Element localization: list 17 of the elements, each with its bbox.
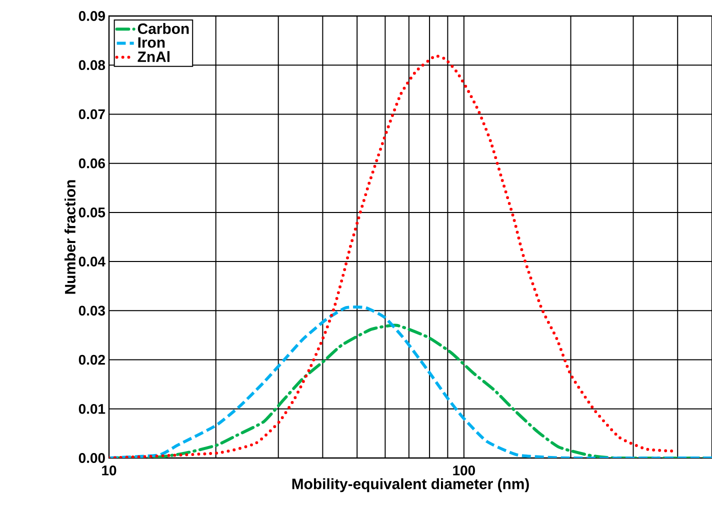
x-tick-label: 100: [453, 465, 475, 476]
y-tick-label: 0.03: [78, 306, 105, 316]
legend-label: Iron: [138, 37, 165, 48]
y-tick-label: 0.01: [78, 404, 106, 414]
y-tick-label: 0.07: [78, 109, 105, 120]
y-tick-label: 0.06: [78, 158, 105, 168]
y-tick-label: 0.05: [78, 207, 106, 218]
legend-label: Carbon: [138, 23, 189, 34]
x-tick-label: 10: [102, 465, 116, 476]
y-axis-title: Number fraction: [64, 180, 76, 294]
y-tick-label: 0.00: [78, 453, 105, 463]
y-tick-label: 0.02: [78, 354, 105, 365]
y-tick-label: 0.04: [78, 256, 106, 266]
legend-label: ZnAl: [138, 51, 170, 62]
x-axis-title: Mobility-equivalent diameter (nm): [292, 478, 529, 492]
y-tick-label: 0.09: [78, 11, 105, 21]
y-tick-label: 0.08: [78, 60, 106, 70]
